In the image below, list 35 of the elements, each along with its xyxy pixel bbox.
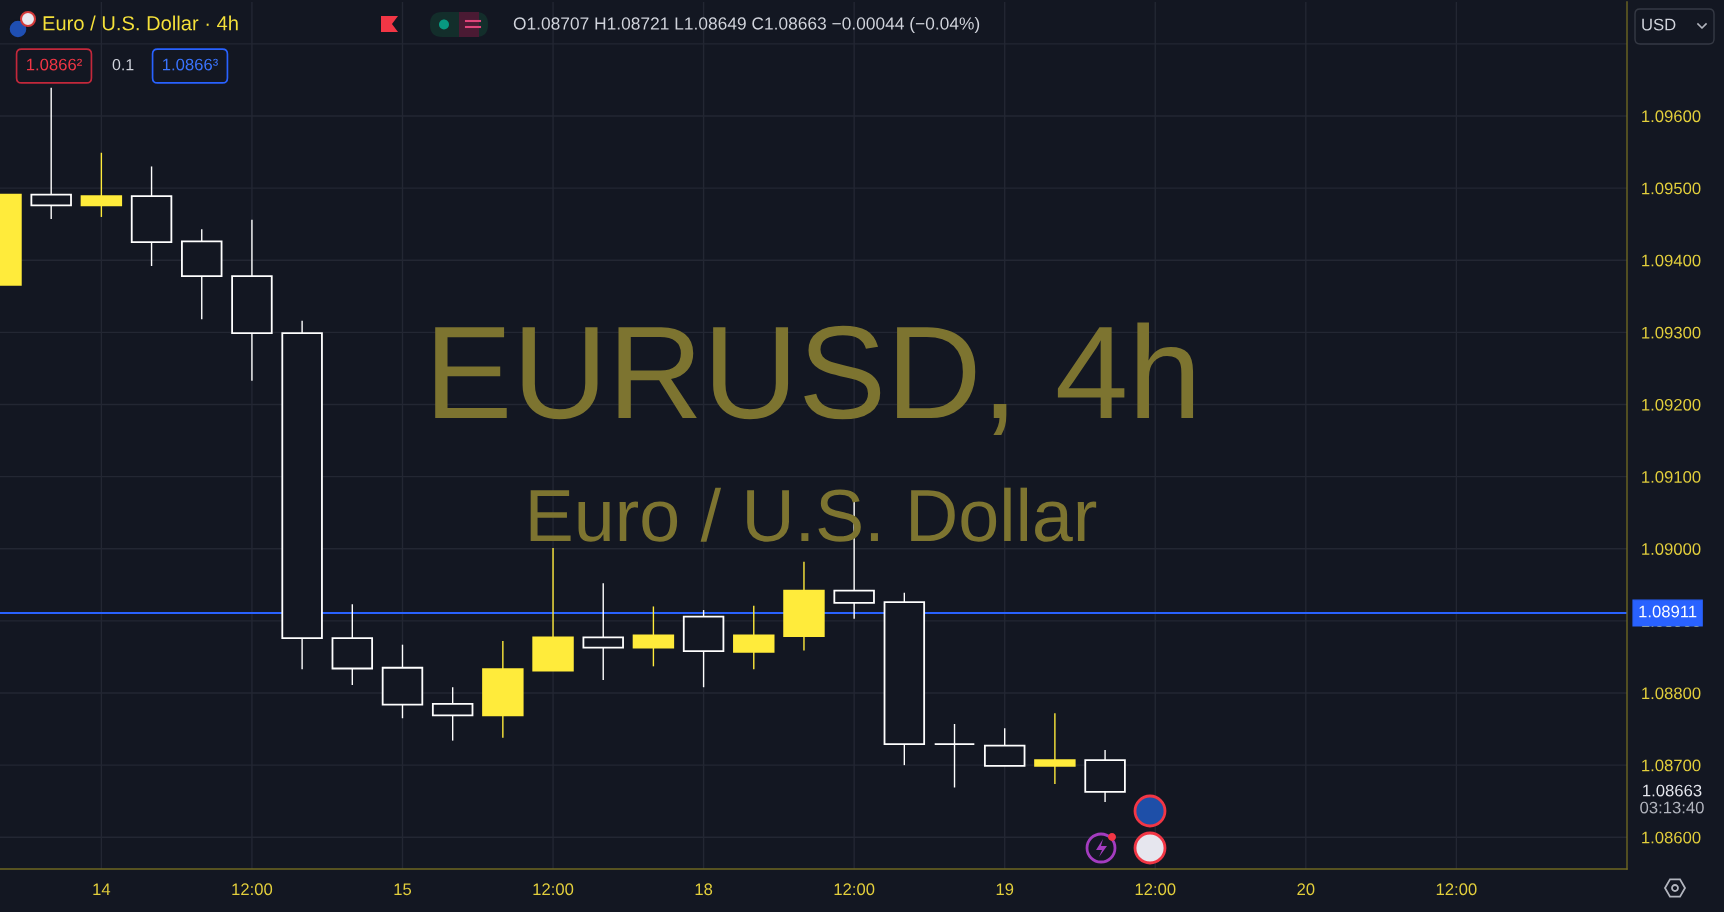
x-tick-label: 19 (996, 883, 1014, 896)
y-tick-label: 1.09200 (1642, 398, 1701, 411)
y-tick-label: 1.09100 (1642, 471, 1701, 483)
x-tick-label: 18 (695, 883, 713, 896)
text: 03:13:40 (1640, 801, 1704, 814)
y-tick-label: 1.08600 (1642, 831, 1701, 844)
text: 1.08663 (1643, 784, 1702, 797)
annotation: 1.0866³ (163, 58, 218, 71)
x-tick-label: 12:00 (1436, 883, 1477, 896)
y-tick-label: 1.09000 (1642, 543, 1701, 555)
y-tick-label: 1.09600 (1642, 110, 1701, 123)
text: USD (1642, 18, 1676, 31)
y-tick-label: 1.09300 (1642, 326, 1701, 339)
candlestick (30, 87, 72, 220)
x-tick-label: 14 (93, 883, 111, 895)
candlestick (933, 723, 976, 789)
y-tick-label: 1.09400 (1642, 254, 1701, 267)
text: Euro / U.S. Dollar · 4h (43, 15, 238, 31)
x-tick-label: 20 (1297, 883, 1315, 896)
x-tick-label: 12:00 (232, 883, 273, 896)
annotation: 0.1 (112, 58, 134, 71)
annotation: 1.0866² (27, 58, 82, 71)
ref-line-label: 1.08911 (1639, 605, 1697, 618)
x-tick-label: 12:00 (834, 883, 875, 896)
x-tick-label: 15 (394, 883, 412, 896)
candlestick (1034, 712, 1076, 785)
y-tick-label: 1.09500 (1642, 182, 1701, 195)
candlestick (582, 582, 624, 681)
x-tick-label: 12:00 (533, 883, 574, 896)
y-tick-label: 1.08700 (1642, 759, 1701, 772)
x-tick-label: 12:00 (1135, 883, 1176, 896)
y-tick-label: 1.08800 (1642, 687, 1701, 700)
annotation: O1.08707 H1.08721 L1.08649 C1.08663 −0.00044 (−0.04%) (513, 16, 980, 34)
annotation: EURUSD, 4h (435, 322, 1194, 435)
candlestick (80, 152, 123, 218)
